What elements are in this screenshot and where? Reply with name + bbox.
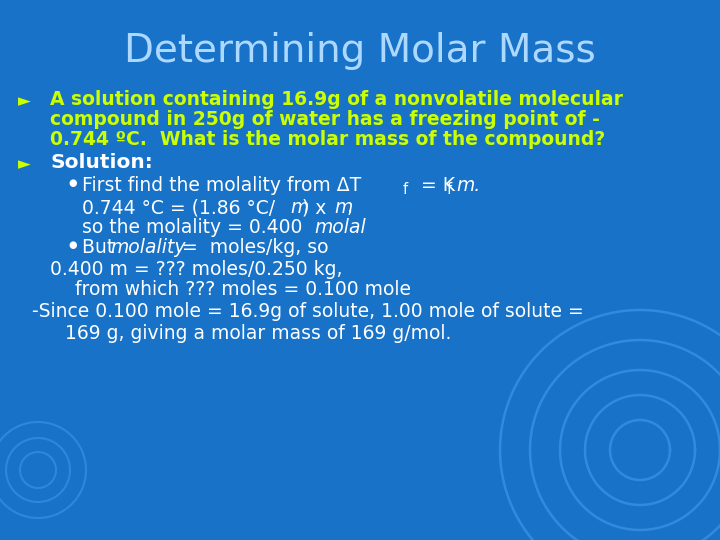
Text: so the molality = 0.400: so the molality = 0.400 <box>82 218 308 237</box>
Text: Determining Molar Mass: Determining Molar Mass <box>124 32 596 70</box>
Text: ●: ● <box>68 240 76 250</box>
Text: ►: ► <box>18 92 31 110</box>
Text: = K: = K <box>415 176 455 195</box>
Text: Solution:: Solution: <box>50 153 153 172</box>
Text: -Since 0.100 mole = 16.9g of solute, 1.00 mole of solute =: -Since 0.100 mole = 16.9g of solute, 1.0… <box>32 302 584 321</box>
Text: But: But <box>82 238 120 257</box>
Text: molal: molal <box>314 218 366 237</box>
Text: ●: ● <box>68 178 76 188</box>
Text: =  moles/kg, so: = moles/kg, so <box>170 238 328 257</box>
Text: ,: , <box>346 198 352 217</box>
Text: compound in 250g of water has a freezing point of -: compound in 250g of water has a freezing… <box>50 110 600 129</box>
Text: f: f <box>447 182 452 197</box>
Text: 169 g, giving a molar mass of 169 g/mol.: 169 g, giving a molar mass of 169 g/mol. <box>65 324 451 343</box>
Text: from which ??? moles = 0.100 mole: from which ??? moles = 0.100 mole <box>75 280 411 299</box>
Text: molality: molality <box>110 238 186 257</box>
Text: First find the molality from ΔT: First find the molality from ΔT <box>82 176 361 195</box>
Text: 0.744 °C = (1.86 °C/: 0.744 °C = (1.86 °C/ <box>82 198 275 217</box>
Text: ) x: ) x <box>302 198 333 217</box>
Text: 0.400 m = ??? moles/0.250 kg,: 0.400 m = ??? moles/0.250 kg, <box>50 260 343 279</box>
Text: 0.744 ºC.  What is the molar mass of the compound?: 0.744 ºC. What is the molar mass of the … <box>50 130 606 149</box>
Text: m: m <box>334 198 352 217</box>
Text: m.: m. <box>456 176 480 195</box>
Text: m: m <box>290 198 308 217</box>
Text: f: f <box>403 182 408 197</box>
Text: ►: ► <box>18 155 31 173</box>
Text: A solution containing 16.9g of a nonvolatile molecular: A solution containing 16.9g of a nonvola… <box>50 90 623 109</box>
